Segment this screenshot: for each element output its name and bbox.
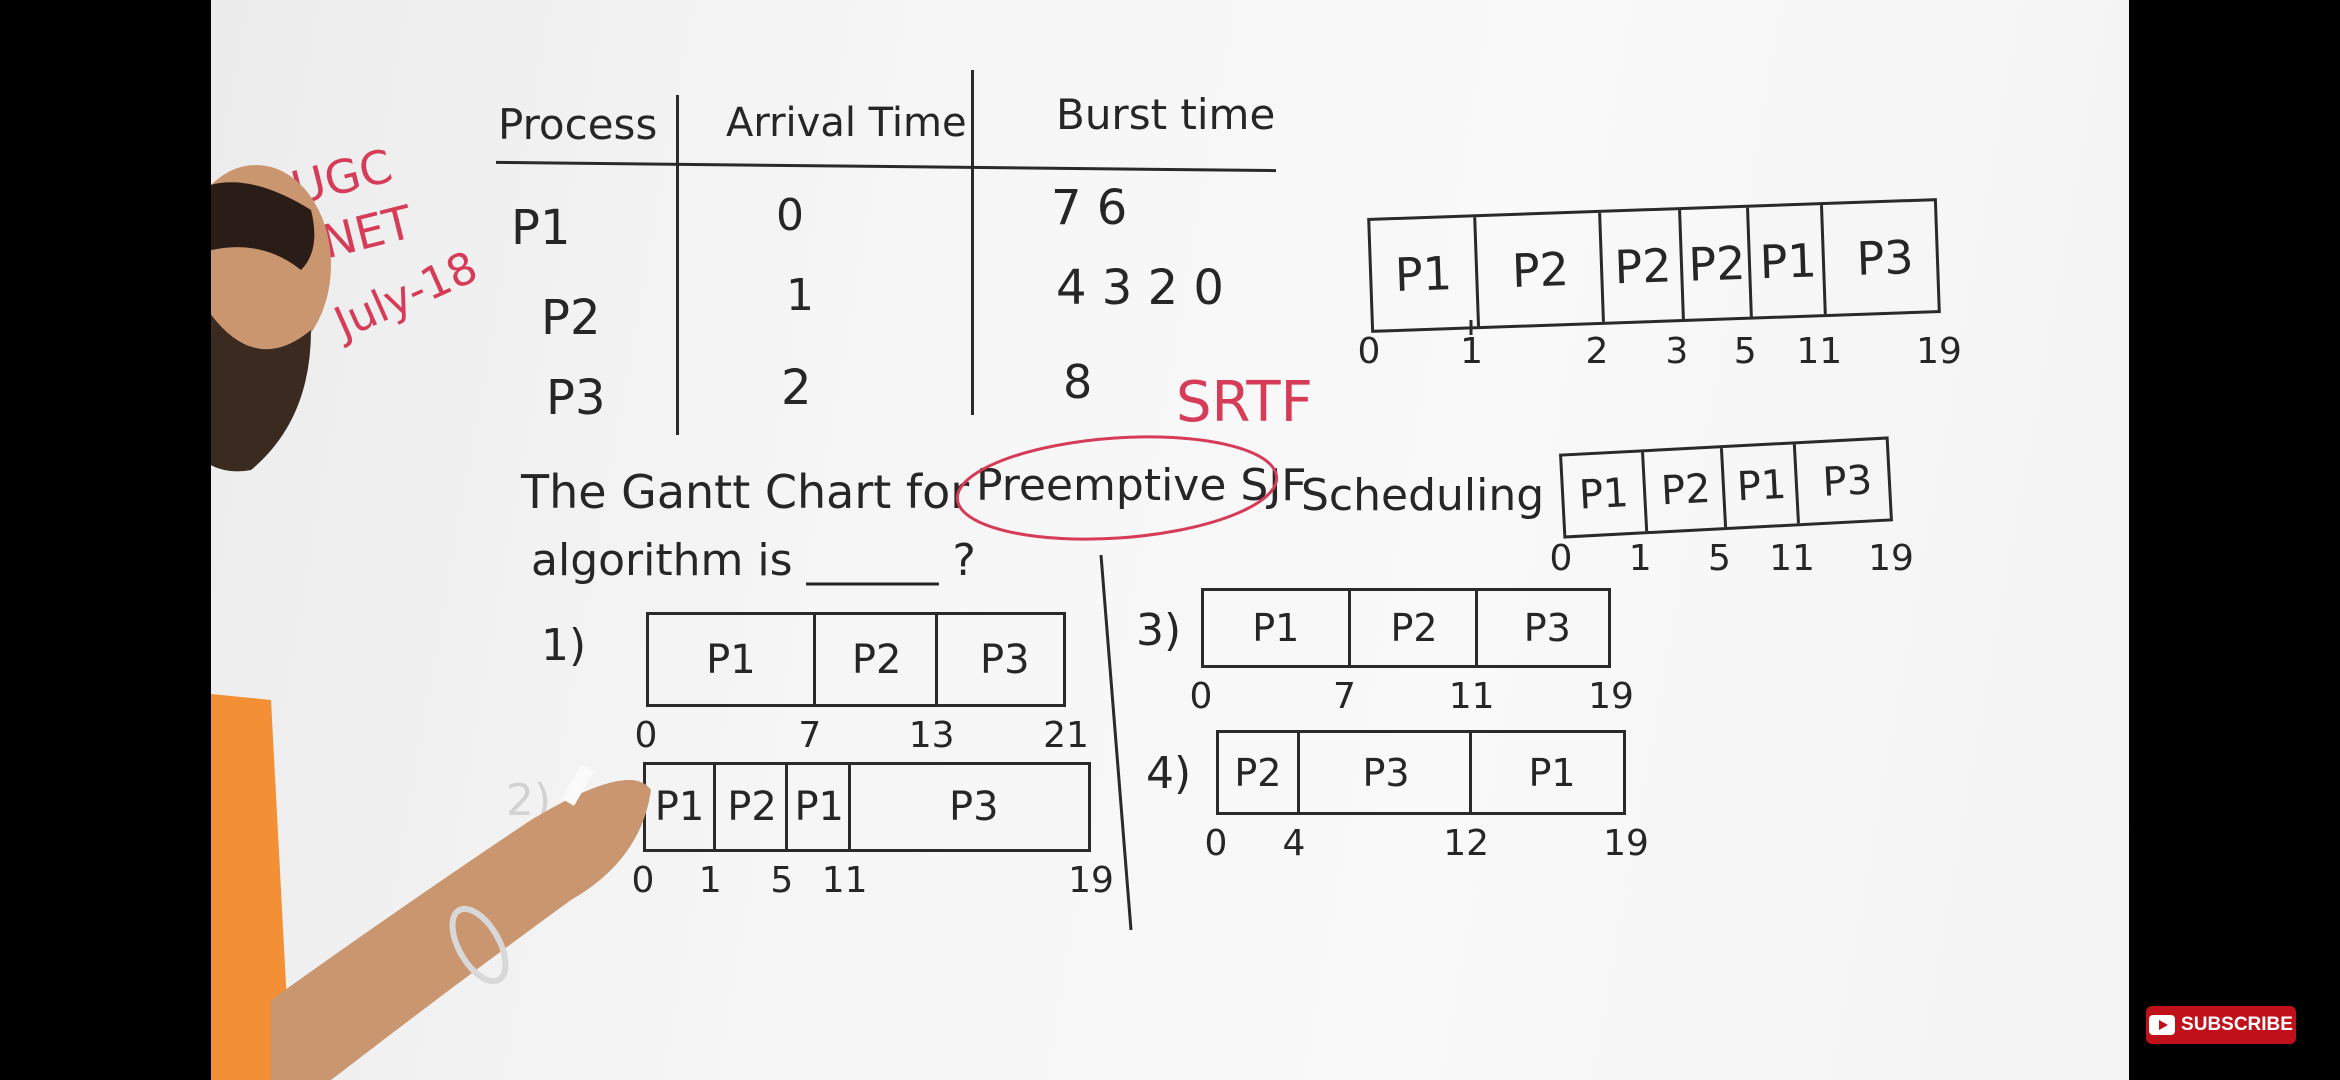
presenter-beard xyxy=(211,314,311,472)
table-row-p2-burst: 4 3 2 0 xyxy=(1056,260,1224,316)
option-3-gantt-tick-1: 0 xyxy=(1189,676,1213,717)
option-1-gantt-tick-2: 7 xyxy=(798,715,822,756)
option-4-gantt-tick-4: 19 xyxy=(1603,823,1649,864)
work-gantt-a-tick-1: 0 xyxy=(1357,331,1381,372)
work-gantt-a-tick-7: 19 xyxy=(1916,331,1962,372)
work-gantt-b-tick-3: 5 xyxy=(1707,538,1731,579)
presenter-arm xyxy=(271,780,651,1080)
table-header-process: Process xyxy=(498,100,658,149)
question-line1-end: Scheduling xyxy=(1301,470,1545,521)
option-1-label: 1) xyxy=(541,620,587,671)
option-4-gantt-tick-3: 12 xyxy=(1443,823,1489,864)
presenter-figure xyxy=(211,165,651,1080)
work-gantt-b-tick-2: 1 xyxy=(1628,538,1652,579)
annotation-overlay xyxy=(955,320,1473,931)
option-1-gantt-tick-4: 21 xyxy=(1043,715,1089,756)
option-2-gantt-tick-3: 5 xyxy=(770,860,794,901)
option-1-gantt-cell-2: P2 xyxy=(812,615,938,704)
option-4-gantt: P2 P3 P1 xyxy=(1216,730,1626,815)
options-divider xyxy=(1099,554,1133,931)
option-2-gantt-cell-2: P2 xyxy=(713,765,788,849)
option-3-gantt-tick-2: 7 xyxy=(1333,676,1356,717)
presenter-shirt xyxy=(211,694,291,1080)
option-1-gantt-tick-3: 13 xyxy=(908,715,955,756)
option-3-label: 3) xyxy=(1136,605,1182,656)
option-3-gantt-tick-4: 19 xyxy=(1588,676,1634,717)
option-4-label: 4) xyxy=(1146,748,1192,799)
work-gantt-a-tick-2: 1 xyxy=(1460,331,1484,372)
option-1-gantt-tick-1: 0 xyxy=(634,715,658,756)
table-header-burst: Burst time xyxy=(1056,90,1276,139)
subscribe-label: SUBSCRIBE xyxy=(2181,1014,2293,1035)
option-2-gantt-cell-3: P1 xyxy=(784,765,851,849)
option-2-gantt-cell-1: P1 xyxy=(654,784,705,830)
option-1-gantt-cell-3: P3 xyxy=(934,615,1072,704)
option-4-gantt-tick-1: 0 xyxy=(1204,823,1228,864)
table-header-arrival: Arrival Time xyxy=(726,100,967,146)
youtube-play-icon xyxy=(2149,1015,2176,1035)
option-3-gantt: P1 P2 P3 xyxy=(1201,588,1611,668)
work-gantt-a-tick-3: 2 xyxy=(1585,331,1609,372)
table-row-p3-process: P3 xyxy=(546,370,606,426)
circle-annotation xyxy=(955,435,1279,541)
work-gantt-b-tick-5: 19 xyxy=(1868,538,1914,579)
whiteboard: UGC NET July-18 Process Arrival Time Bur… xyxy=(211,0,2129,1080)
table-row-p2-arrival: 1 xyxy=(786,270,814,321)
option-2-gantt-tick-5: 19 xyxy=(1068,860,1114,901)
option-2-gantt-tick-4: 11 xyxy=(821,860,868,901)
work-gantt-b-tick-4: 11 xyxy=(1769,538,1815,579)
presenter-hair xyxy=(211,182,315,270)
subscribe-button[interactable]: SUBSCRIBE xyxy=(2146,1006,2296,1044)
option-1-gantt: P1 P2 P3 xyxy=(646,612,1066,707)
presenter-bracelet xyxy=(449,905,509,985)
question-line1-start: The Gantt Chart for xyxy=(521,465,970,519)
table-col-divider-2 xyxy=(971,70,974,415)
option-3-gantt-cell-3: P3 xyxy=(1474,591,1617,665)
table-row-p3-burst: 8 xyxy=(1063,355,1093,409)
question-line2: algorithm is ______ ? xyxy=(531,535,976,586)
work-gantt-a-tick-6: 11 xyxy=(1796,331,1843,372)
table-row-p1-arrival: 0 xyxy=(776,190,804,241)
option-4-gantt-cell-1: P2 xyxy=(1234,750,1282,795)
option-2-gantt-tick-1: 0 xyxy=(631,860,655,901)
option-1-gantt-cell-1: P1 xyxy=(706,636,756,683)
marker-pen xyxy=(561,764,595,806)
option-2-gantt-cell-4: P3 xyxy=(847,765,1097,849)
table-row-p1-burst: 7 6 xyxy=(1051,180,1128,236)
question-circled-term: Preemptive SJF xyxy=(976,460,1307,511)
option-4-gantt-tick-2: 4 xyxy=(1282,823,1306,864)
option-3-gantt-cell-2: P2 xyxy=(1347,591,1478,665)
option-2-gantt: P1 P2 P1 P3 xyxy=(643,762,1091,852)
table-row-p3-arrival: 2 xyxy=(781,360,812,416)
table-row-p2-process: P2 xyxy=(541,290,601,346)
option-4-gantt-cell-2: P3 xyxy=(1296,733,1472,812)
work-gantt-a-tick-4: 3 xyxy=(1665,331,1689,372)
option-3-gantt-cell-1: P1 xyxy=(1252,606,1300,650)
option-2-gantt-tick-2: 1 xyxy=(698,860,722,901)
option-4-gantt-cell-3: P1 xyxy=(1469,733,1632,812)
table-col-divider-1 xyxy=(676,95,679,435)
work-gantt-b-tick-1: 0 xyxy=(1549,538,1573,579)
srtf-label: SRTF xyxy=(1176,370,1313,435)
work-gantt-a-tick-5: 5 xyxy=(1733,331,1757,372)
option-3-gantt-tick-3: 11 xyxy=(1448,676,1495,717)
table-row-p1-process: P1 xyxy=(511,200,571,256)
